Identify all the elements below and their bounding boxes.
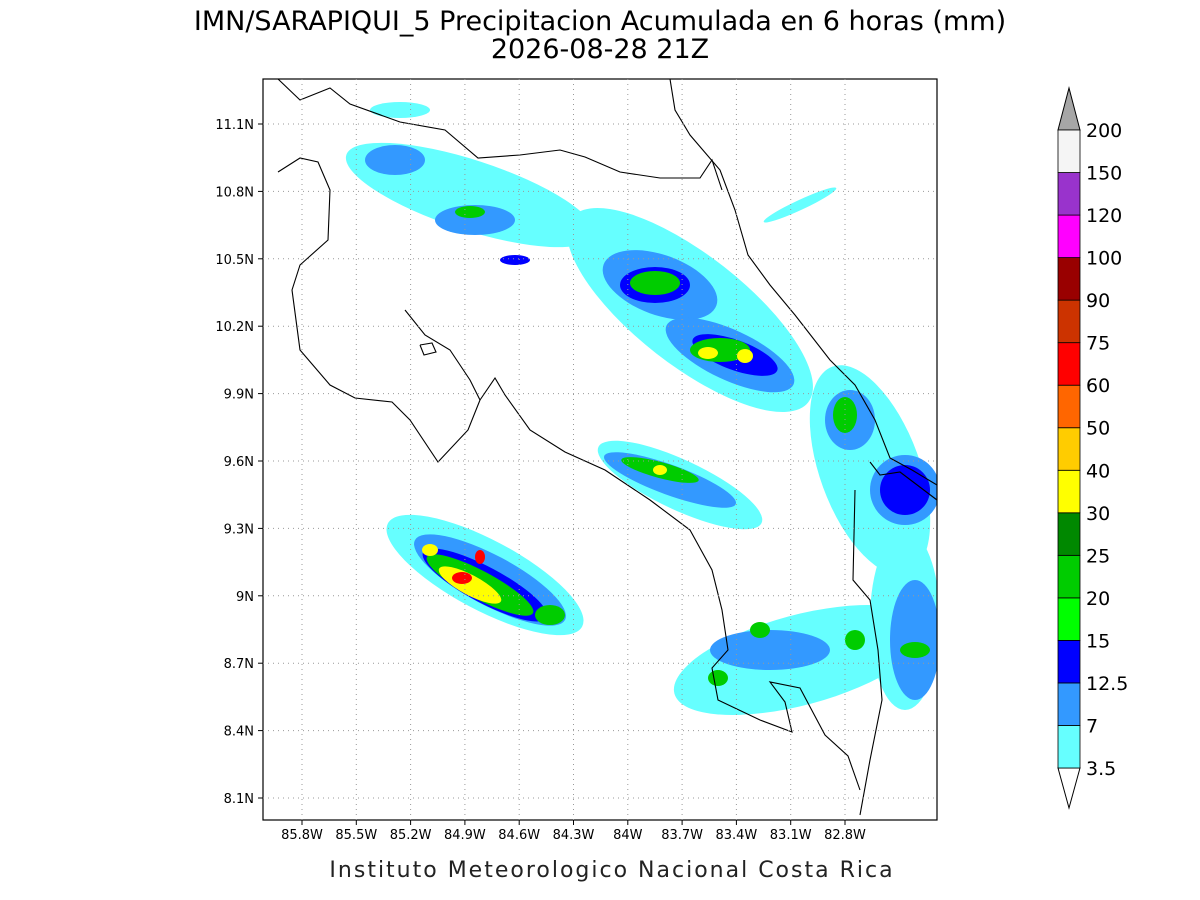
- colorbar-label: 40: [1086, 460, 1110, 482]
- colorbar-label: 100: [1086, 248, 1122, 270]
- coastlines: [277, 79, 937, 816]
- map-frame: [262, 78, 938, 821]
- lon-label: 83.4W: [715, 828, 757, 843]
- colorbar-segment: [1057, 640, 1081, 684]
- lon-label: 84.6W: [498, 828, 540, 843]
- lon-label: 83.1W: [770, 828, 812, 843]
- colorbar-segment: [1057, 469, 1081, 514]
- subtitle: 2026-08-28 21Z: [491, 34, 709, 65]
- lon-label: 84W: [613, 828, 643, 843]
- colorbar-label: 120: [1086, 205, 1122, 227]
- colorbar-segment: [1057, 342, 1081, 386]
- footer: Instituto Meteorologico Nacional Costa R…: [329, 858, 894, 883]
- colorbar-label: 15: [1086, 630, 1110, 652]
- colorbar-label: 3.5: [1086, 758, 1116, 780]
- colorbar-segment: [1057, 299, 1081, 344]
- colorbar-segment: [1057, 214, 1081, 258]
- colorbar-label: 12.5: [1086, 673, 1128, 695]
- colorbar-label: 90: [1086, 290, 1110, 312]
- colorbar-segment: [1057, 682, 1081, 726]
- colorbar-label: 75: [1086, 333, 1110, 355]
- colorbar-segment: [1057, 597, 1081, 641]
- map-area: [262, 78, 938, 821]
- lat-label: 9.9N: [224, 388, 254, 403]
- lat-label: 10.8N: [215, 185, 254, 200]
- lat-label: 9.6N: [224, 455, 254, 470]
- lon-label: 82.8W: [824, 828, 866, 843]
- colorbar-label: 20: [1086, 588, 1110, 610]
- colorbar-segment: [1057, 725, 1081, 769]
- lon-label: 85.5W: [335, 828, 377, 843]
- lat-label: 11.1N: [215, 118, 254, 133]
- colorbar-label: 60: [1086, 375, 1110, 397]
- colorbar-label: 30: [1086, 503, 1110, 525]
- lon-label: 83.7W: [661, 828, 703, 843]
- lat-label: 10.5N: [215, 253, 254, 268]
- lat-label: 8.7N: [224, 657, 254, 672]
- precipitation-field: [345, 102, 937, 715]
- colorbar-label: 200: [1086, 120, 1122, 142]
- colorbar-label: 7: [1086, 715, 1098, 737]
- colorbar-label: 25: [1086, 545, 1110, 567]
- colorbar-above: [1057, 86, 1081, 131]
- colorbar-segment: [1057, 384, 1081, 429]
- colorbar-segment: [1057, 257, 1081, 301]
- colorbar-segment: [1057, 554, 1081, 599]
- colorbar-segment: [1057, 172, 1081, 216]
- colorbar-label: 50: [1086, 418, 1110, 440]
- lat-label: 10.2N: [215, 320, 254, 335]
- lon-label: 84.9W: [444, 828, 486, 843]
- colorbar-below: [1057, 767, 1081, 810]
- title: IMN/SARAPIQUI_5 Precipitacion Acumulada …: [194, 6, 1006, 37]
- colorbar-segment: [1057, 129, 1081, 173]
- lat-label: 9N: [236, 590, 254, 605]
- lon-label: 84.3W: [553, 828, 595, 843]
- colorbar-label: 150: [1086, 163, 1122, 185]
- colorbar-segment: [1057, 512, 1081, 556]
- lat-label: 8.1N: [224, 792, 254, 807]
- colorbar-segment: [1057, 427, 1081, 471]
- lat-label: 8.4N: [224, 725, 254, 740]
- lat-label: 9.3N: [224, 522, 254, 537]
- lon-label: 85.8W: [281, 828, 323, 843]
- lon-label: 85.2W: [390, 828, 432, 843]
